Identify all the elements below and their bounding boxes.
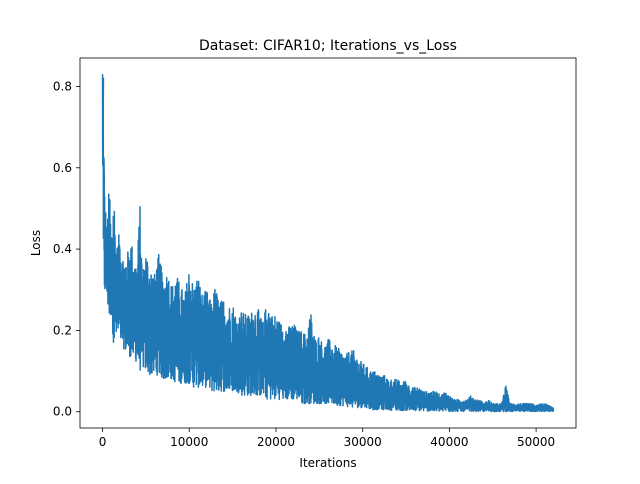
- axes-frame: [79, 57, 577, 429]
- y-tick-label: 0.8: [53, 79, 72, 93]
- y-axis: 0.0 0.2 0.4 0.6 0.8: [53, 79, 80, 419]
- chart-title: Dataset: CIFAR10; Iterations_vs_Loss: [199, 38, 457, 54]
- x-axis: 0 10000 20000 30000 40000 50000: [99, 428, 555, 449]
- x-tick-label: 50000: [517, 435, 555, 449]
- loss-series-line: [101, 74, 555, 413]
- x-tick-label: 0: [99, 435, 107, 449]
- y-tick-label: 0.2: [53, 323, 72, 337]
- y-axis-label: Loss: [29, 230, 43, 256]
- x-tick-label: 20000: [257, 435, 295, 449]
- plot-area: [101, 74, 555, 413]
- y-tick-label: 0.4: [53, 242, 72, 256]
- y-tick-label: 0.6: [53, 161, 72, 175]
- x-tick-label: 30000: [344, 435, 382, 449]
- x-tick-label: 10000: [170, 435, 208, 449]
- y-tick-label: 0.0: [53, 405, 72, 419]
- x-axis-label: Iterations: [299, 456, 356, 470]
- x-tick-label: 40000: [430, 435, 468, 449]
